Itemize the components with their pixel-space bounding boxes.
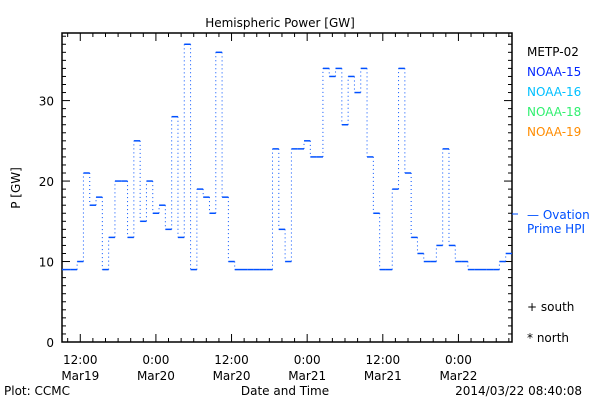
x-tick-time: 12:00 — [214, 353, 249, 367]
x-tick-date: Mar19 — [61, 369, 99, 383]
y-tick-label: 10 — [39, 256, 54, 270]
y-axis: 0 10 20 30 — [39, 35, 512, 350]
y-tick-label: 0 — [46, 336, 54, 350]
legend-item: METP-02 — [527, 45, 579, 59]
x-tick-time: 12:00 — [63, 353, 98, 367]
series-ovation-prime — [62, 43, 512, 271]
x-tick-time: 12:00 — [366, 353, 401, 367]
footer-timestamp: 2014/03/22 08:40:08 — [455, 384, 582, 398]
y-tick-label: 30 — [39, 95, 54, 109]
model-label-line2: Prime HPI — [527, 222, 585, 236]
y-axis-label: P [GW] — [9, 167, 23, 209]
legend-south: + south — [527, 300, 574, 314]
footer-credit: Plot: CCMC — [4, 384, 70, 398]
x-tick-date: Mar20 — [213, 369, 251, 383]
legend-item: NOAA-18 — [527, 105, 581, 119]
x-axis: 12:00 Mar19 0:00 Mar20 12:00 Mar20 0:00 Mar21 12… — [61, 33, 510, 383]
legend-item: NOAA-15 — [527, 65, 581, 79]
x-tick-date: Mar22 — [439, 369, 477, 383]
legend-item: NOAA-19 — [527, 125, 581, 139]
plot-frame — [61, 32, 513, 343]
chart-title: Hemispheric Power [GW] — [205, 16, 355, 30]
x-tick-date: Mar20 — [137, 369, 175, 383]
x-axis-label: Date and Time — [241, 384, 329, 398]
x-tick-date: Mar21 — [364, 369, 402, 383]
y-tick-label: 20 — [39, 175, 54, 189]
legend-item: NOAA-16 — [527, 85, 581, 99]
x-tick-date: Mar21 — [288, 369, 326, 383]
x-tick-time: 0:00 — [445, 353, 472, 367]
legend: METP-02 NOAA-15 NOAA-16 NOAA-18 NOAA-19 — [527, 45, 581, 139]
model-label-line1: — Ovation — [527, 208, 590, 222]
legend-north: * north — [527, 331, 569, 345]
x-tick-time: 0:00 — [142, 353, 169, 367]
x-tick-time: 0:00 — [294, 353, 321, 367]
